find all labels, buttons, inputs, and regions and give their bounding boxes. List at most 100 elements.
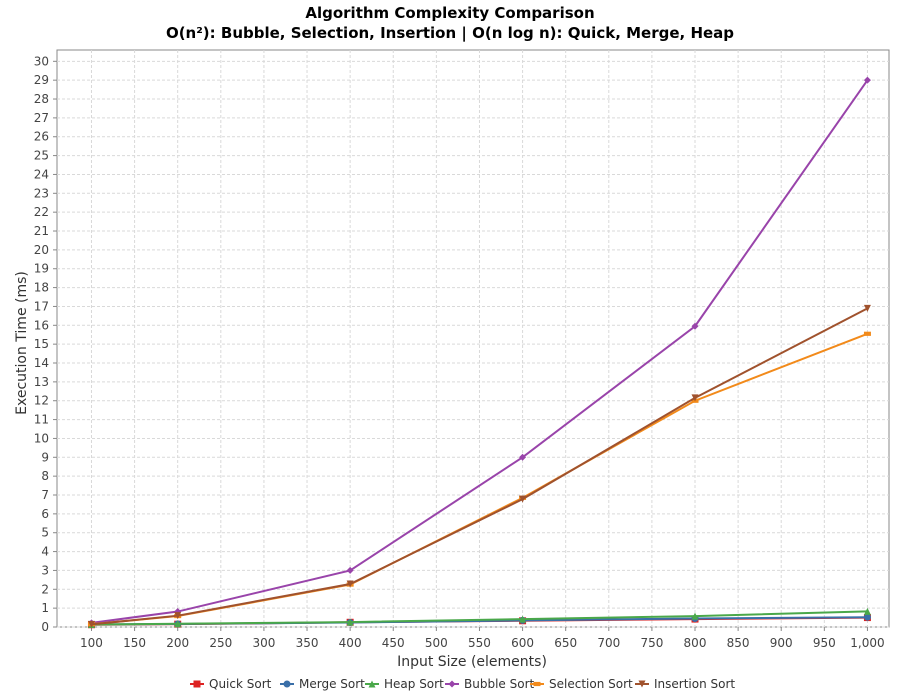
legend: Quick Sort Merge Sort Heap Sort Bubble Sort…: [190, 677, 735, 691]
y-tick-label: 10: [34, 431, 49, 445]
legend-item-merge-sort: Merge Sort: [280, 677, 365, 691]
y-tick-label: 18: [34, 281, 49, 295]
x-tick-label: 300: [252, 636, 275, 650]
series-layer: [87, 76, 871, 629]
legend-label: Bubble Sort: [464, 677, 534, 691]
data-point-bubble-sort: [519, 453, 527, 461]
data-point-insertion-sort: [174, 612, 182, 620]
y-tick-label: 16: [34, 318, 49, 332]
x-tick-label: 900: [770, 636, 793, 650]
x-tick-label: 850: [727, 636, 750, 650]
legend-swatch-marker: [448, 680, 456, 688]
y-tick-label: 17: [34, 299, 49, 313]
series-insertion-sort: [87, 304, 871, 628]
legend-label: Merge Sort: [299, 677, 365, 691]
x-tick-label: 450: [382, 636, 405, 650]
y-tick-label: 19: [34, 262, 49, 276]
y-tick-label: 14: [34, 356, 49, 370]
y-tick-label: 12: [34, 394, 49, 408]
y-tick-label: 21: [34, 224, 49, 238]
legend-item-bubble-sort: Bubble Sort: [445, 677, 534, 691]
data-point-bubble-sort: [691, 322, 699, 330]
x-tick-label: 200: [166, 636, 189, 650]
data-point-insertion-sort: [863, 304, 871, 312]
x-tick-label: 350: [296, 636, 319, 650]
legend-item-quick-sort: Quick Sort: [190, 677, 272, 691]
y-tick-label: 9: [41, 450, 49, 464]
y-tick-label: 0: [41, 620, 49, 634]
x-tick-label: 550: [468, 636, 491, 650]
y-tick-label: 20: [34, 243, 49, 257]
data-point-heap-sort: [691, 612, 699, 620]
y-tick-label: 23: [34, 186, 49, 200]
x-tick-label: 700: [597, 636, 620, 650]
x-tick-label: 800: [684, 636, 707, 650]
data-point-merge-sort: [863, 613, 871, 621]
data-point-insertion-sort: [87, 620, 95, 628]
data-point-insertion-sort: [691, 394, 699, 402]
x-tick-label: 250: [209, 636, 232, 650]
y-tick-label: 11: [34, 413, 49, 427]
axes: 0123456789101112131415161718192021222324…: [34, 54, 885, 650]
data-point-heap-sort: [346, 618, 354, 626]
y-tick-label: 22: [34, 205, 49, 219]
x-tick-label: 650: [554, 636, 577, 650]
y-tick-label: 5: [41, 526, 49, 540]
y-tick-label: 8: [41, 469, 49, 483]
series-line-insertion-sort: [91, 307, 868, 626]
y-tick-label: 2: [41, 582, 49, 596]
legend-label: Heap Sort: [384, 677, 444, 691]
series-line-bubble-sort: [91, 79, 869, 624]
x-tick-label: 1,000: [850, 636, 884, 650]
x-tick-label: 150: [123, 636, 146, 650]
grid: [57, 50, 889, 628]
x-tick-label: 600: [511, 636, 534, 650]
legend-swatch-marker: [638, 680, 646, 688]
x-tick-label: 100: [80, 636, 103, 650]
x-tick-label: 950: [813, 636, 836, 650]
y-tick-label: 27: [34, 111, 49, 125]
y-axis-label: Execution Time (ms): [14, 271, 30, 415]
data-point-insertion-sort: [346, 580, 354, 588]
y-tick-label: 3: [41, 563, 49, 577]
y-tick-label: 6: [41, 507, 49, 521]
data-point-selection-sort: [863, 331, 871, 336]
legend-item-heap-sort: Heap Sort: [365, 677, 444, 691]
data-point-heap-sort: [519, 615, 527, 623]
data-point-insertion-sort: [519, 495, 527, 503]
y-tick-label: 4: [41, 545, 49, 559]
y-tick-label: 7: [41, 488, 49, 502]
data-point-bubble-sort: [346, 566, 354, 574]
y-tick-label: 1: [41, 601, 49, 615]
y-tick-label: 26: [34, 130, 49, 144]
y-tick-label: 29: [34, 73, 49, 87]
series-line-heap-sort: [91, 610, 868, 626]
plot-area: [56, 49, 890, 628]
series-heap-sort: [87, 607, 871, 629]
x-tick-label: 750: [640, 636, 663, 650]
data-point-heap-sort: [863, 607, 871, 615]
chart-subtitle: O(n²): Bubble, Selection, Insertion | O(…: [166, 24, 734, 43]
y-tick-label: 30: [34, 54, 49, 68]
legend-swatch-marker: [368, 680, 376, 688]
y-tick-label: 25: [34, 149, 49, 163]
y-tick-label: 15: [34, 337, 49, 351]
x-tick-label: 500: [425, 636, 448, 650]
legend-label: Quick Sort: [209, 677, 272, 691]
legend-label: Insertion Sort: [654, 677, 735, 691]
legend-swatch-marker: [193, 680, 201, 688]
legend-swatch-marker: [283, 680, 291, 688]
legend-swatch-marker: [533, 681, 541, 687]
data-point-bubble-sort: [863, 76, 871, 84]
x-axis-label: Input Size (elements): [397, 654, 547, 670]
data-point-heap-sort: [174, 620, 182, 628]
legend-item-selection-sort: Selection Sort: [530, 677, 633, 691]
y-tick-label: 28: [34, 92, 49, 106]
x-tick-label: 400: [339, 636, 362, 650]
y-tick-label: 13: [34, 375, 49, 389]
chart-title: Algorithm Complexity Comparison: [305, 4, 594, 22]
legend-item-insertion-sort: Insertion Sort: [635, 677, 735, 691]
legend-label: Selection Sort: [549, 677, 633, 691]
